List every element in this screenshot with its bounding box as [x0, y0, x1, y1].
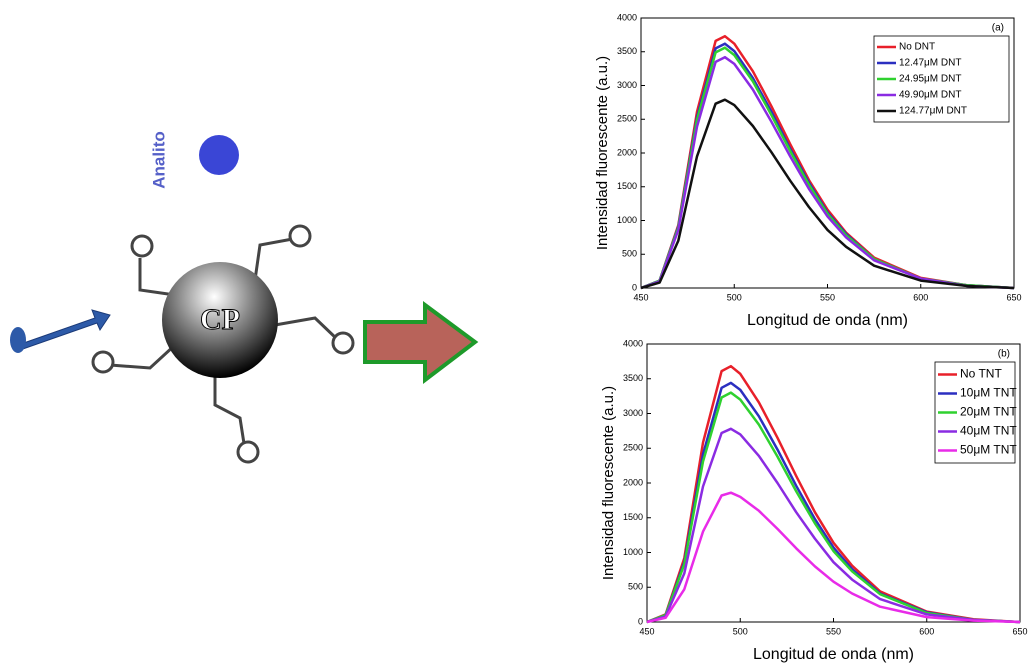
y-tick-label: 3500 — [623, 373, 643, 383]
y-tick-label: 3500 — [617, 46, 637, 56]
x-tick-label: 450 — [639, 626, 654, 636]
core-sphere — [162, 262, 278, 378]
x-tick-label: 500 — [733, 626, 748, 636]
arm — [274, 316, 340, 342]
x-axis-label: Longitud de onda (nm) — [747, 312, 908, 329]
y-tick-label: 4000 — [623, 338, 643, 348]
x-tick-label: 550 — [820, 292, 835, 302]
legend-box — [873, 35, 1010, 123]
ligand — [130, 234, 154, 258]
ligand — [91, 350, 115, 374]
arm — [138, 258, 176, 297]
ligand — [288, 224, 312, 248]
y-tick-label: 0 — [638, 616, 643, 626]
y-tick-label: 1500 — [617, 181, 637, 191]
x-axis-label: Longitud de onda (nm) — [753, 646, 914, 663]
y-tick-label: 3000 — [617, 80, 637, 90]
legend-label: No TNT — [960, 367, 1002, 381]
y-tick-label: 4000 — [617, 12, 637, 22]
process-arrow — [363, 301, 479, 385]
analyte-label: Analito — [149, 131, 168, 189]
legend-label: 124.77μM DNT — [899, 106, 967, 117]
y-tick-label: 1000 — [623, 547, 643, 557]
y-tick-label: 2500 — [617, 114, 637, 124]
series-line — [646, 391, 1021, 624]
arm — [253, 236, 299, 281]
y-tick-label: 1000 — [617, 215, 637, 225]
legend-label: 49.90μM DNT — [899, 90, 961, 101]
x-tick-label: 650 — [1006, 292, 1021, 302]
x-tick-label: 450 — [633, 292, 648, 302]
y-tick-label: 500 — [628, 582, 643, 592]
legend-label: 10μM TNT — [960, 386, 1017, 400]
panel-label: (b) — [998, 349, 1010, 360]
y-tick-label: 2500 — [623, 443, 643, 453]
analyte-dot — [199, 135, 239, 175]
y-tick-label: 0 — [632, 282, 637, 292]
y-tick-label: 3000 — [623, 408, 643, 418]
core-label: CP — [200, 303, 240, 336]
y-tick-label: 500 — [622, 249, 637, 259]
series-line — [646, 427, 1021, 624]
legend-label: 12.47μM DNT — [899, 58, 961, 69]
x-tick-label: 500 — [727, 292, 742, 302]
x-tick-label: 600 — [919, 626, 934, 636]
x-tick-label: 600 — [913, 292, 928, 302]
series-line — [640, 55, 1015, 290]
y-axis-label: Intensidad fluorescente (a.u.) — [600, 386, 617, 580]
series-line — [646, 491, 1021, 624]
incoming-arrow — [17, 309, 111, 351]
legend-label: 20μM TNT — [960, 405, 1017, 419]
legend-label: 40μM TNT — [960, 424, 1017, 438]
series-line — [646, 364, 1021, 624]
legend-label: 50μM TNT — [960, 443, 1017, 457]
legend-label: 24.95μM DNT — [899, 74, 961, 85]
y-tick-label: 2000 — [623, 477, 643, 487]
arm — [213, 365, 247, 451]
y-tick-label: 2000 — [617, 147, 637, 157]
legend-label: No DNT — [899, 42, 935, 53]
ligand — [236, 440, 260, 464]
y-axis-label: Intensidad fluorescente (a.u.) — [594, 56, 611, 250]
x-tick-label: 550 — [826, 626, 841, 636]
diagram — [91, 224, 355, 464]
x-tick-label: 650 — [1012, 626, 1027, 636]
y-tick-label: 1500 — [623, 512, 643, 522]
series-line — [640, 98, 1015, 290]
panel-label: (a) — [992, 23, 1004, 34]
arrow-tail — [10, 327, 26, 353]
arm — [109, 343, 177, 370]
ligand — [331, 331, 355, 355]
